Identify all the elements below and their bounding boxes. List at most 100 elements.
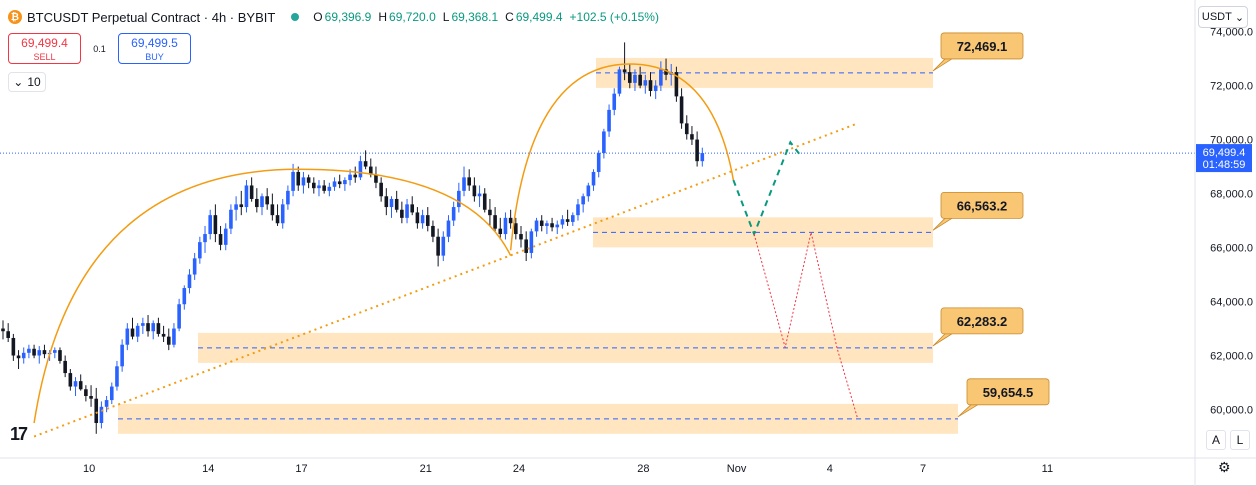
- price-tick-label: 74,000.0: [1210, 27, 1253, 39]
- candle-body: [446, 220, 451, 237]
- candle-body: [306, 177, 311, 183]
- candle-body: [115, 366, 119, 387]
- candle-body: [602, 131, 606, 154]
- candle-body: [11, 337, 16, 356]
- market-status-icon: [291, 13, 300, 21]
- price-tick-label: 68,000.0: [1210, 189, 1253, 201]
- lot-size-value: 10: [27, 75, 41, 89]
- price-tick-label: 64,000.0: [1210, 297, 1253, 309]
- candle-body: [192, 258, 197, 275]
- candle-body: [312, 182, 316, 189]
- bearish-projection-path: [753, 232, 859, 419]
- currency-label: USDT: [1201, 11, 1232, 23]
- candle-body: [519, 234, 523, 240]
- candle-body: [576, 204, 580, 216]
- label-box: [940, 32, 1024, 60]
- candle-body: [394, 198, 399, 210]
- candle-body: [280, 204, 285, 224]
- candle-body: [223, 228, 228, 245]
- label-box: [940, 191, 1024, 219]
- candle-body: [141, 323, 145, 326]
- log-scale-button[interactable]: L: [1230, 430, 1250, 450]
- level-label-text: 59,654.5: [983, 385, 1034, 400]
- candle-body: [514, 223, 518, 235]
- candle-body: [571, 215, 575, 222]
- candle-body: [581, 196, 585, 205]
- candle-body: [275, 215, 280, 224]
- price-badge-countdown: 01:48:59: [1203, 159, 1246, 171]
- current-price-badge: 69,499.401:48:59: [1196, 144, 1252, 173]
- level-label-text: 62,283.2: [957, 314, 1008, 329]
- price-badge-bg: [1196, 144, 1252, 173]
- candle-body: [379, 182, 383, 197]
- candle-body: [596, 153, 601, 172]
- candle-body: [203, 234, 207, 243]
- candle-body: [337, 181, 342, 185]
- gear-icon[interactable]: ⚙: [1218, 459, 1231, 475]
- level-label-text: 72,469.1: [957, 39, 1008, 54]
- candle-body: [187, 274, 192, 289]
- candle-body: [239, 204, 244, 208]
- candle-body: [99, 406, 104, 424]
- candle-body: [218, 234, 223, 245]
- price-tick-label: 72,000.0: [1210, 81, 1253, 93]
- time-tick-label: 24: [513, 463, 525, 475]
- candle-body: [166, 336, 171, 345]
- candle-body: [130, 328, 135, 337]
- auto-scale-button[interactable]: A: [1206, 430, 1226, 450]
- candle-body: [400, 209, 404, 218]
- price-tick-label: 62,000.0: [1210, 351, 1253, 363]
- candle-body: [332, 181, 337, 187]
- candle-body: [653, 85, 658, 91]
- candle-body: [550, 223, 554, 228]
- candle-body: [358, 161, 363, 178]
- trade-panel: 69,499.4 SELL 0.1 69,499.5 BUY: [8, 33, 191, 64]
- candle-body: [508, 217, 513, 224]
- candle-body: [161, 333, 166, 337]
- candle-body: [607, 109, 611, 132]
- candle-body: [84, 389, 88, 397]
- candle-body: [104, 400, 109, 407]
- candle-body: [638, 74, 642, 86]
- candle-body: [182, 288, 187, 305]
- candle-body: [68, 373, 73, 387]
- candle-body: [286, 190, 290, 205]
- tradingview-logo-icon[interactable]: 17: [10, 424, 28, 444]
- candle-body: [586, 185, 591, 197]
- candle-body: [545, 223, 549, 226]
- time-tick-label: 14: [202, 463, 214, 475]
- candle-body: [348, 174, 352, 181]
- candle-body: [425, 215, 430, 226]
- high-key: H: [378, 10, 388, 24]
- candle-body: [684, 123, 689, 135]
- sell-button[interactable]: 69,499.4 SELL: [8, 33, 81, 64]
- candle-body: [16, 355, 21, 359]
- buy-button[interactable]: 69,499.5 BUY: [118, 33, 191, 64]
- candle-body: [477, 193, 482, 197]
- candle-body: [1, 328, 5, 332]
- candle-body: [265, 196, 269, 205]
- sell-label: SELL: [33, 52, 56, 62]
- high-value: 69,720.0: [389, 10, 436, 24]
- rising-trendline: [33, 122, 859, 438]
- candle-body: [498, 228, 503, 235]
- lot-size-select[interactable]: ⌄ 10: [8, 72, 46, 92]
- low-key: L: [442, 10, 450, 24]
- price-tick-label: 60,000.0: [1210, 405, 1253, 417]
- candle-body: [120, 344, 124, 367]
- candle-body: [296, 171, 301, 186]
- candle-body: [156, 323, 161, 334]
- time-tick-label: 17: [295, 463, 307, 475]
- candle-body: [6, 331, 10, 338]
- candle-body: [327, 186, 332, 191]
- candle-body: [109, 386, 114, 401]
- candle-body: [135, 325, 140, 337]
- currency-select[interactable]: USDT ⌄: [1198, 6, 1248, 28]
- candle-body: [42, 350, 47, 355]
- time-tick-label: 11: [1042, 463, 1053, 475]
- rounding-arc: [33, 168, 512, 424]
- price-badge-value: 69,499.4: [1203, 147, 1246, 159]
- symbol-title[interactable]: BTCUSDT Perpetual Contract · 4h · BYBIT: [27, 9, 276, 25]
- close-value: 69,499.4: [515, 10, 563, 24]
